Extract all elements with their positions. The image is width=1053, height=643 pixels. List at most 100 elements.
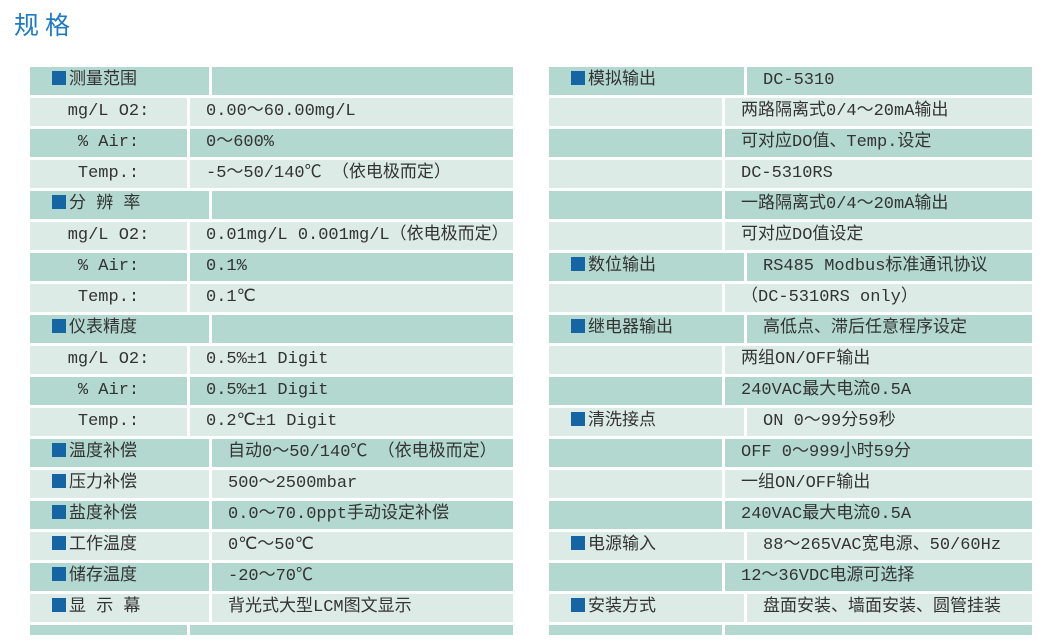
spec-section-label-text: 继电器输出 bbox=[588, 319, 673, 338]
table-row: mg/L O2: 0.5%±1 Digit bbox=[30, 346, 513, 374]
spec-sub-label: % Air: bbox=[30, 253, 187, 281]
table-row: 显 示 幕 背光式大型LCM图文显示 bbox=[30, 594, 513, 622]
spec-section-label-text: 仪表精度 bbox=[69, 319, 137, 338]
page-title: 规格 bbox=[14, 11, 77, 40]
spec-section-label-text: 测量范围 bbox=[69, 71, 137, 90]
spec-value: 可对应DO值设定 bbox=[725, 222, 1032, 250]
spec-sub-label bbox=[549, 129, 722, 157]
spec-value: 0.00～60.00mg/L bbox=[190, 98, 513, 126]
spec-value: OFF 0～999小时59分 bbox=[725, 439, 1032, 467]
table-row: Temp.: 0.1℃ bbox=[30, 284, 513, 312]
spec-section-label: 温度补偿 bbox=[30, 439, 209, 467]
table-row bbox=[30, 625, 513, 635]
spec-value: 0.5%±1 Digit bbox=[190, 377, 513, 405]
section-marker-icon bbox=[571, 536, 585, 550]
spec-value: 88～265VAC宽电源、50/60Hz bbox=[747, 532, 1032, 560]
spec-sub-label bbox=[549, 191, 722, 219]
table-row: OFF 0～999小时59分 bbox=[549, 439, 1032, 467]
section-marker-icon bbox=[571, 71, 585, 85]
spec-value: 两组ON/OFF输出 bbox=[725, 346, 1032, 374]
spec-value: 0℃～50℃ bbox=[212, 532, 513, 560]
spec-value bbox=[212, 191, 513, 219]
section-marker-icon bbox=[52, 319, 66, 333]
spec-sub-label: Temp.: bbox=[30, 160, 187, 188]
table-row: Temp.: 0.2℃±1 Digit bbox=[30, 408, 513, 436]
spec-value: 12～36VDC电源可选择 bbox=[725, 563, 1032, 591]
table-row: mg/L O2: 0.01mg/L 0.001mg/L（依电极而定） bbox=[30, 222, 513, 250]
section-marker-icon bbox=[52, 71, 66, 85]
spec-section-label-text: 显 示 幕 bbox=[69, 598, 141, 617]
spec-sub-label bbox=[549, 470, 722, 498]
spec-sub-label bbox=[549, 563, 722, 591]
spec-value: 自动0～50/140℃ （依电极而定） bbox=[212, 439, 513, 467]
spec-value: DC-5310 bbox=[747, 67, 1032, 95]
section-marker-icon bbox=[571, 412, 585, 426]
table-row: （DC-5310RS only） bbox=[549, 284, 1032, 312]
spec-section-label-text: 电源输入 bbox=[588, 536, 656, 555]
spec-value: -5～50/140℃ （依电极而定） bbox=[190, 160, 513, 188]
spec-value bbox=[212, 315, 513, 343]
spec-value: 0.1℃ bbox=[190, 284, 513, 312]
table-row: 12～36VDC电源可选择 bbox=[549, 563, 1032, 591]
spec-value: 240VAC最大电流0.5A bbox=[725, 377, 1032, 405]
spec-value: 高低点、滞后任意程序设定 bbox=[747, 315, 1032, 343]
table-row: 工作温度 0℃～50℃ bbox=[30, 532, 513, 560]
spec-value: ON 0～99分59秒 bbox=[747, 408, 1032, 436]
table-row: 仪表精度 bbox=[30, 315, 513, 343]
spec-section-label-text: 压力补偿 bbox=[69, 474, 137, 493]
spec-section-label: 显 示 幕 bbox=[30, 594, 209, 622]
spec-value: 0.2℃±1 Digit bbox=[190, 408, 513, 436]
table-row: 安装方式 盘面安装、墙面安装、圆管挂装 bbox=[549, 594, 1032, 622]
spec-section-label: 电源输入 bbox=[549, 532, 744, 560]
table-row: DC-5310RS bbox=[549, 160, 1032, 188]
section-marker-icon bbox=[571, 598, 585, 612]
spec-section-label: 继电器输出 bbox=[549, 315, 744, 343]
spec-sub-label bbox=[549, 222, 722, 250]
table-row bbox=[549, 625, 1032, 635]
spec-value: 一组ON/OFF输出 bbox=[725, 470, 1032, 498]
spec-value: DC-5310RS bbox=[725, 160, 1032, 188]
section-marker-icon bbox=[52, 443, 66, 457]
spec-section-label: 测量范围 bbox=[30, 67, 209, 95]
spec-section-label-text: 清洗接点 bbox=[588, 412, 656, 431]
spec-section-label: 仪表精度 bbox=[30, 315, 209, 343]
spec-sub-label bbox=[549, 98, 722, 126]
spec-section-label: 分 辨 率 bbox=[30, 191, 209, 219]
spec-value: 0.0～70.0ppt手动设定补偿 bbox=[212, 501, 513, 529]
spec-sub-label: mg/L O2: bbox=[30, 98, 187, 126]
spec-value: 一路隔离式0/4～20mA输出 bbox=[725, 191, 1032, 219]
spec-value bbox=[190, 625, 513, 635]
spec-value: 两路隔离式0/4～20mA输出 bbox=[725, 98, 1032, 126]
spec-value: 240VAC最大电流0.5A bbox=[725, 501, 1032, 529]
table-row: % Air: 0.5%±1 Digit bbox=[30, 377, 513, 405]
section-marker-icon bbox=[571, 257, 585, 271]
spec-section-label: 盐度补偿 bbox=[30, 501, 209, 529]
spec-sub-label bbox=[549, 346, 722, 374]
spec-sub-label bbox=[549, 284, 722, 312]
table-row: 可对应DO值设定 bbox=[549, 222, 1032, 250]
table-row: 清洗接点 ON 0～99分59秒 bbox=[549, 408, 1032, 436]
table-row: 分 辨 率 bbox=[30, 191, 513, 219]
spec-section-label: 数位输出 bbox=[549, 253, 744, 281]
spec-section-label: 压力补偿 bbox=[30, 470, 209, 498]
spec-sub-label bbox=[549, 439, 722, 467]
spec-section-label-text: 模拟输出 bbox=[588, 71, 656, 90]
spec-value: 0～600% bbox=[190, 129, 513, 157]
spec-sub-label: % Air: bbox=[30, 377, 187, 405]
spec-section-label: 安装方式 bbox=[549, 594, 744, 622]
spec-sub-label: % Air: bbox=[30, 129, 187, 157]
spec-sub-label bbox=[30, 625, 187, 635]
table-row: 240VAC最大电流0.5A bbox=[549, 377, 1032, 405]
spec-section-label: 储存温度 bbox=[30, 563, 209, 591]
spec-value: -20～70℃ bbox=[212, 563, 513, 591]
spec-sub-label: mg/L O2: bbox=[30, 346, 187, 374]
spec-value: 0.01mg/L 0.001mg/L（依电极而定） bbox=[190, 222, 513, 250]
table-row: 测量范围 bbox=[30, 67, 513, 95]
spec-sub-label: mg/L O2: bbox=[30, 222, 187, 250]
spec-section-label-text: 安装方式 bbox=[588, 598, 656, 617]
section-marker-icon bbox=[52, 598, 66, 612]
spec-value: RS485 Modbus标准通讯协议 bbox=[747, 253, 1032, 281]
table-row: 温度补偿 自动0～50/140℃ （依电极而定） bbox=[30, 439, 513, 467]
table-row: 储存温度 -20～70℃ bbox=[30, 563, 513, 591]
table-row: 盐度补偿 0.0～70.0ppt手动设定补偿 bbox=[30, 501, 513, 529]
